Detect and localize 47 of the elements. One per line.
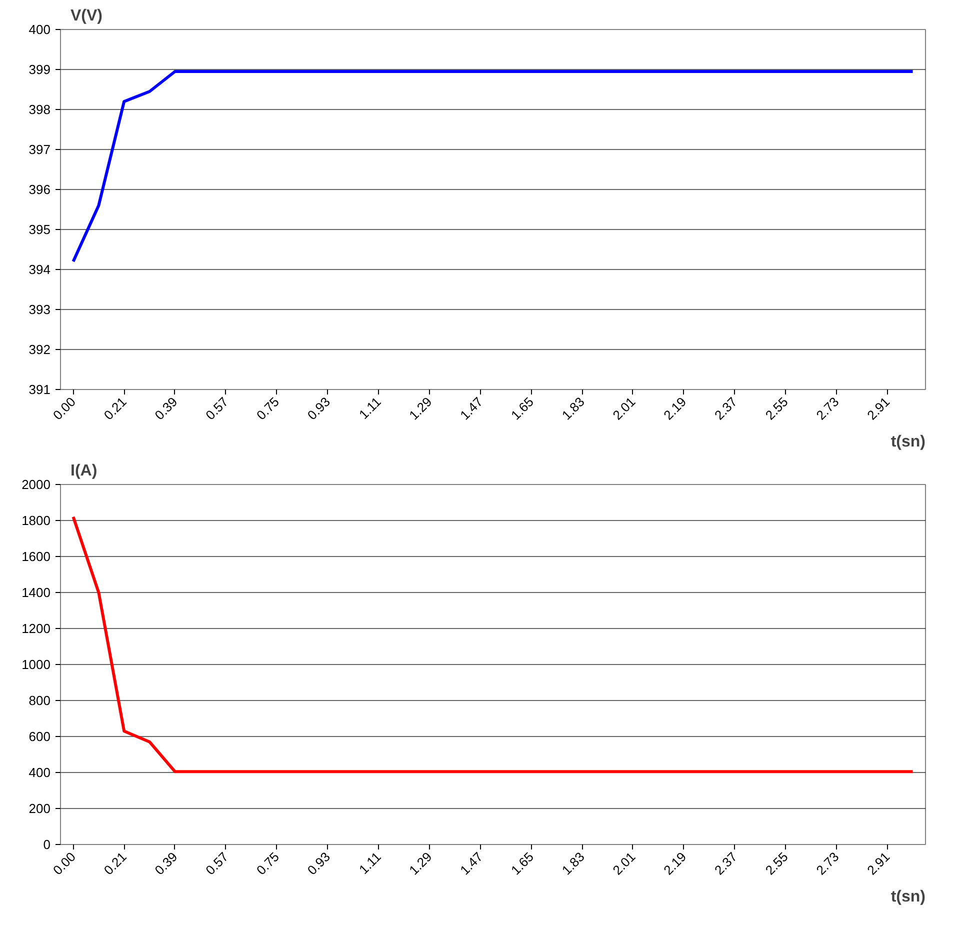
y-tick-label: 393 <box>28 302 51 317</box>
y-tick-label: 398 <box>28 102 51 117</box>
x-tick-label: 2.01 <box>610 849 638 878</box>
x-tick-label: 1.29 <box>406 394 435 423</box>
y-axis-title: V(V) <box>70 8 102 24</box>
y-tick-label: 600 <box>28 729 51 744</box>
y-axis-title: I(A) <box>70 462 98 480</box>
y-tick-label: 1200 <box>22 621 50 636</box>
x-tick-label: 0.93 <box>304 394 333 423</box>
y-tick-label: 394 <box>28 262 51 277</box>
x-tick-label: 0.21 <box>100 394 130 423</box>
y-tick-label: 1400 <box>22 585 50 600</box>
x-tick-label: 0.00 <box>50 394 79 423</box>
y-tick-label: 0 <box>43 837 51 852</box>
x-tick-label: 0.39 <box>152 849 180 878</box>
y-tick-label: 396 <box>28 182 51 197</box>
line-series <box>72 515 914 774</box>
line-series <box>72 70 914 263</box>
x-tick-label: 1.11 <box>356 849 384 878</box>
x-tick-label: 0.93 <box>304 849 333 878</box>
y-tick-label: 391 <box>28 382 51 397</box>
y-tick-label: 392 <box>28 342 51 357</box>
x-tick-label: 1.29 <box>406 849 435 878</box>
x-tick-label: 2.19 <box>660 849 690 878</box>
x-tick-label: 2.91 <box>864 394 893 423</box>
x-tick-label: 2.91 <box>864 849 893 878</box>
y-tick-label: 1800 <box>22 513 50 528</box>
x-tick-label: 0.00 <box>50 849 79 878</box>
x-tick-label: 1.11 <box>356 394 384 422</box>
x-axis-title: t(sn) <box>890 434 926 450</box>
y-tick-label: 397 <box>28 142 51 157</box>
y-tick-label: 400 <box>28 765 51 780</box>
y-tick-label: 395 <box>28 222 51 237</box>
y-tick-label: 400 <box>28 22 51 37</box>
y-tick-label: 800 <box>28 693 51 708</box>
y-tick-label: 399 <box>28 62 51 77</box>
y-tick-label: 2000 <box>22 477 50 492</box>
y-tick-label: 1000 <box>22 657 50 672</box>
x-tick-label: 0.39 <box>152 394 180 423</box>
x-tick-label: 0.75 <box>254 849 282 878</box>
y-tick-label: 1600 <box>22 549 50 564</box>
y-tick-label: 200 <box>28 801 51 816</box>
x-tick-label: 2.01 <box>610 394 638 423</box>
x-tick-label: 0.21 <box>100 849 130 878</box>
x-tick-label: 2.19 <box>660 394 690 423</box>
x-tick-label: 0.75 <box>254 394 282 423</box>
x-axis-title: t(sn) <box>890 888 926 906</box>
